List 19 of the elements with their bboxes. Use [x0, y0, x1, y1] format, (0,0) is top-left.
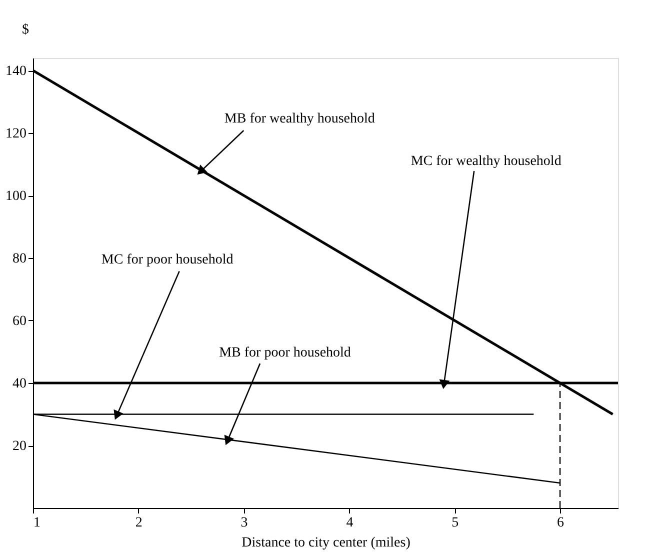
annotation: MB for poor household [219, 346, 351, 361]
y-tick-label: 100 [6, 189, 26, 204]
x-tick-label: 3 [240, 516, 248, 530]
y-tick-label: 20 [12, 439, 26, 454]
y-tick-label: 40 [12, 376, 26, 392]
x-tick-label: 4 [346, 516, 354, 530]
x-tick-label: 6 [557, 516, 564, 530]
y-axis-title: $ [22, 22, 29, 38]
y-tick-label: 120 [6, 126, 26, 142]
y-tick-label: 80 [12, 252, 26, 266]
y-tick-label: 140 [6, 64, 26, 79]
x-tick-label: 1 [34, 516, 40, 530]
x-tick-label: 5 [452, 516, 459, 530]
x-axis-title: Distance to city center (miles) [242, 536, 411, 550]
annotation: MC for poor household [101, 252, 234, 268]
annotation: MC for wealthy household [410, 154, 562, 169]
x-tick-label: 2 [135, 516, 142, 530]
y-tick-label: 60 [12, 314, 26, 329]
annotation: MB for wealthy household [224, 112, 375, 126]
